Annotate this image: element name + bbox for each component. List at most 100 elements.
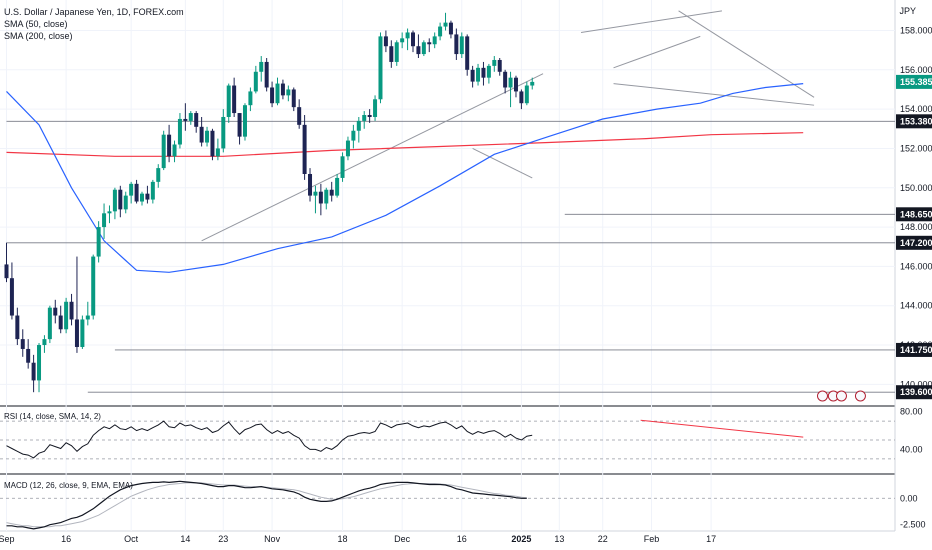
us-event-flag-icon [835,390,847,402]
price-tick-label: 154.000 [900,104,932,114]
candle-body [427,42,432,45]
candle-body [280,83,285,96]
candle-body [345,140,350,157]
candle-body [140,193,144,202]
macd-pane-label[interactable]: MACD (12, 26, close, 9, EMA, EMA) [4,481,133,490]
candle-body [199,126,204,143]
candle-body [74,319,79,347]
candle-body [242,105,247,137]
candle-body [232,85,237,114]
macd-line [6,480,527,530]
candle-body [26,348,31,363]
current-price-label: 155.385 [900,77,932,87]
candle-body [102,213,107,228]
candle-body [476,67,481,82]
candle-body [486,65,491,78]
time-tick-label: 17 [706,534,716,544]
candle-body [513,77,518,92]
candle-body [356,120,361,131]
level-label: 153.380 [900,116,932,126]
candle-body [270,87,275,104]
current-price-box [896,74,932,89]
level-label-box [896,207,932,222]
candle-body [183,118,188,121]
candle-body [129,183,134,196]
rsi-trendline [640,419,804,438]
price-tick-label: 152.000 [900,143,932,153]
candle-body [373,99,378,117]
level-label: 139.600 [900,387,932,397]
candle-body [259,61,264,72]
macd-tick-label: 0.00 [900,493,918,503]
sma50-line [6,83,804,273]
candle-body [69,301,74,320]
candle-body [405,32,410,39]
chart-title: U.S. Dollar / Japanese Yen, 1D, FOREX.co… [4,7,184,17]
candle-body [291,89,296,108]
time-tick-label: 23 [218,534,228,544]
time-tick-label: Dec [394,534,411,544]
us-event-flag-icon [817,390,828,402]
candle-body [324,189,329,204]
price-tick-label: 140.000 [900,379,932,389]
candle-body [188,113,193,121]
candle-body [308,173,313,196]
candle-body [53,307,58,316]
candle-body [432,36,437,45]
price-tick-label: 150.000 [900,183,932,193]
candle-body [383,36,388,47]
candle-body [318,191,323,204]
candle-body [161,134,166,169]
candle-body [37,345,42,381]
level-label-box [896,342,932,357]
candle-body [9,278,14,316]
level-label: 141.750 [900,345,932,355]
level-label-box [896,235,932,250]
candle-body [194,113,199,127]
level-label: 148.650 [900,209,932,219]
candle-body [443,22,448,27]
candle-body [351,130,356,141]
sma50-legend[interactable]: SMA (50, close) [4,19,68,29]
candle-body [400,38,405,43]
candle-body [530,81,535,86]
time-tick-label: 18 [338,534,348,544]
price-tick-label: 144.000 [900,301,932,311]
candle-body [145,193,150,200]
candle-body [264,61,269,88]
price-tick-label: 156.000 [900,65,932,75]
candle-body [226,85,231,117]
candle-body [340,156,345,178]
price-tick-label: 148.000 [900,222,932,232]
candle-body [156,168,161,182]
level-label-box [896,114,932,129]
candle-body [42,339,47,346]
candle-body [96,227,101,257]
candle-body [411,32,415,47]
sma200-legend[interactable]: SMA (200, close) [4,31,73,41]
candle-body [519,91,524,104]
candle-body [215,148,220,157]
candle-body [210,130,215,157]
candle-body [286,89,291,96]
us-event-flag-icon [854,390,866,402]
rsi-pane-label[interactable]: RSI (14, close, SMA, 14, 2) [4,412,101,421]
candle-body [275,83,280,104]
candle-body [177,118,182,145]
candle-body [221,116,226,149]
candle-body [503,71,508,88]
trendline [472,147,533,179]
candle-body [123,195,128,210]
trendline [613,35,701,69]
candle-body [205,130,210,143]
candle-body [31,362,36,381]
time-tick-label: 14 [180,534,190,544]
time-tick-label: Sep [0,534,15,544]
candle-body [454,34,459,55]
trendline [678,10,815,98]
currency-label: JPY [899,6,916,16]
candle-body [421,42,426,55]
candle-body [4,264,9,279]
